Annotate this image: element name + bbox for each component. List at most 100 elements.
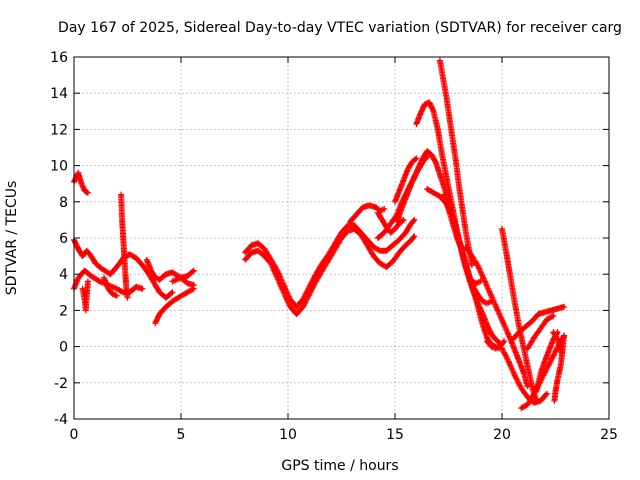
y-tick-label: -4 bbox=[54, 412, 68, 428]
data-point bbox=[119, 193, 123, 196]
data-point bbox=[404, 231, 407, 234]
data-point bbox=[164, 273, 168, 276]
data-point bbox=[123, 254, 126, 258]
data-point bbox=[443, 193, 446, 196]
data-point bbox=[244, 251, 247, 254]
data-point bbox=[526, 403, 529, 406]
y-tick-label: 8 bbox=[59, 195, 68, 211]
data-point bbox=[295, 305, 298, 308]
data-point bbox=[164, 296, 168, 299]
data-point bbox=[171, 280, 174, 283]
data-point bbox=[443, 186, 446, 189]
data-point bbox=[348, 220, 352, 223]
data-point bbox=[490, 294, 493, 298]
data-point bbox=[288, 298, 292, 301]
data-point bbox=[461, 207, 464, 211]
y-tick-label: 6 bbox=[59, 231, 68, 247]
data-point bbox=[355, 213, 358, 216]
data-point bbox=[507, 359, 510, 363]
series-markers bbox=[118, 191, 131, 301]
data-point bbox=[522, 370, 525, 374]
y-tick-label: 16 bbox=[50, 50, 68, 66]
data-point bbox=[509, 276, 512, 279]
data-point bbox=[89, 254, 93, 258]
data-point bbox=[440, 153, 444, 156]
data-point bbox=[186, 282, 189, 285]
data-point bbox=[432, 191, 435, 194]
data-point bbox=[524, 325, 527, 328]
data-point bbox=[547, 349, 551, 352]
data-point bbox=[83, 298, 86, 301]
data-point bbox=[451, 139, 454, 142]
x-tick-label: 20 bbox=[493, 427, 511, 443]
data-point bbox=[269, 258, 273, 261]
data-point bbox=[121, 218, 124, 222]
data-point bbox=[359, 231, 362, 234]
data-point bbox=[256, 249, 260, 252]
data-point bbox=[415, 122, 418, 126]
data-point bbox=[494, 338, 497, 341]
data-point bbox=[552, 354, 555, 357]
series-trace-l bbox=[347, 202, 388, 225]
data-point bbox=[513, 374, 516, 377]
data-point bbox=[327, 258, 330, 261]
data-point bbox=[192, 283, 195, 287]
data-point bbox=[408, 186, 412, 189]
data-point bbox=[398, 189, 401, 193]
data-point bbox=[415, 157, 418, 160]
data-point bbox=[125, 287, 128, 290]
series-trace-i bbox=[143, 256, 197, 289]
data-point bbox=[485, 336, 489, 339]
data-point bbox=[372, 254, 375, 258]
data-point bbox=[391, 244, 395, 247]
series-trace-j bbox=[242, 225, 418, 317]
data-point bbox=[368, 204, 371, 207]
data-point bbox=[485, 340, 489, 343]
data-point bbox=[94, 262, 97, 265]
y-tick-label: 4 bbox=[59, 267, 68, 283]
data-point bbox=[346, 229, 350, 232]
data-point bbox=[556, 307, 559, 310]
series-markers bbox=[79, 278, 91, 314]
data-point bbox=[458, 186, 461, 189]
data-point bbox=[124, 273, 127, 276]
data-point bbox=[417, 168, 420, 171]
data-point bbox=[179, 294, 183, 298]
data-point bbox=[428, 101, 431, 104]
data-point bbox=[398, 222, 401, 225]
data-point bbox=[154, 276, 157, 279]
series-markers bbox=[441, 191, 503, 352]
data-point bbox=[445, 95, 448, 99]
y-axis-label: SDTVAR / TECUs bbox=[4, 181, 20, 296]
data-point bbox=[498, 345, 502, 348]
y-tick-label: 14 bbox=[50, 86, 68, 102]
y-tick-label: 12 bbox=[50, 122, 68, 138]
series-trace-ac bbox=[533, 329, 561, 395]
data-point bbox=[562, 334, 566, 337]
y-tick-label: -2 bbox=[54, 376, 68, 392]
data-point bbox=[404, 244, 407, 247]
data-point bbox=[500, 347, 504, 350]
data-point bbox=[425, 155, 429, 158]
data-point bbox=[470, 254, 474, 258]
data-point bbox=[517, 359, 521, 363]
data-point bbox=[321, 269, 324, 272]
data-point bbox=[111, 292, 114, 296]
x-tick-label: 25 bbox=[600, 427, 618, 443]
data-point bbox=[517, 330, 521, 334]
data-point bbox=[532, 336, 536, 339]
data-point bbox=[410, 160, 414, 164]
series-trace-e bbox=[118, 191, 131, 301]
data-point bbox=[164, 305, 168, 308]
data-point bbox=[464, 262, 467, 265]
chart-title: Day 167 of 2025, Sidereal Day-to-day VTE… bbox=[58, 20, 622, 36]
data-point bbox=[244, 258, 247, 261]
data-point bbox=[86, 191, 90, 194]
data-point bbox=[378, 209, 382, 213]
data-point bbox=[496, 309, 499, 312]
series-trace-z bbox=[509, 303, 568, 343]
data-point bbox=[447, 207, 450, 211]
data-point bbox=[134, 256, 138, 260]
data-point bbox=[149, 269, 153, 272]
